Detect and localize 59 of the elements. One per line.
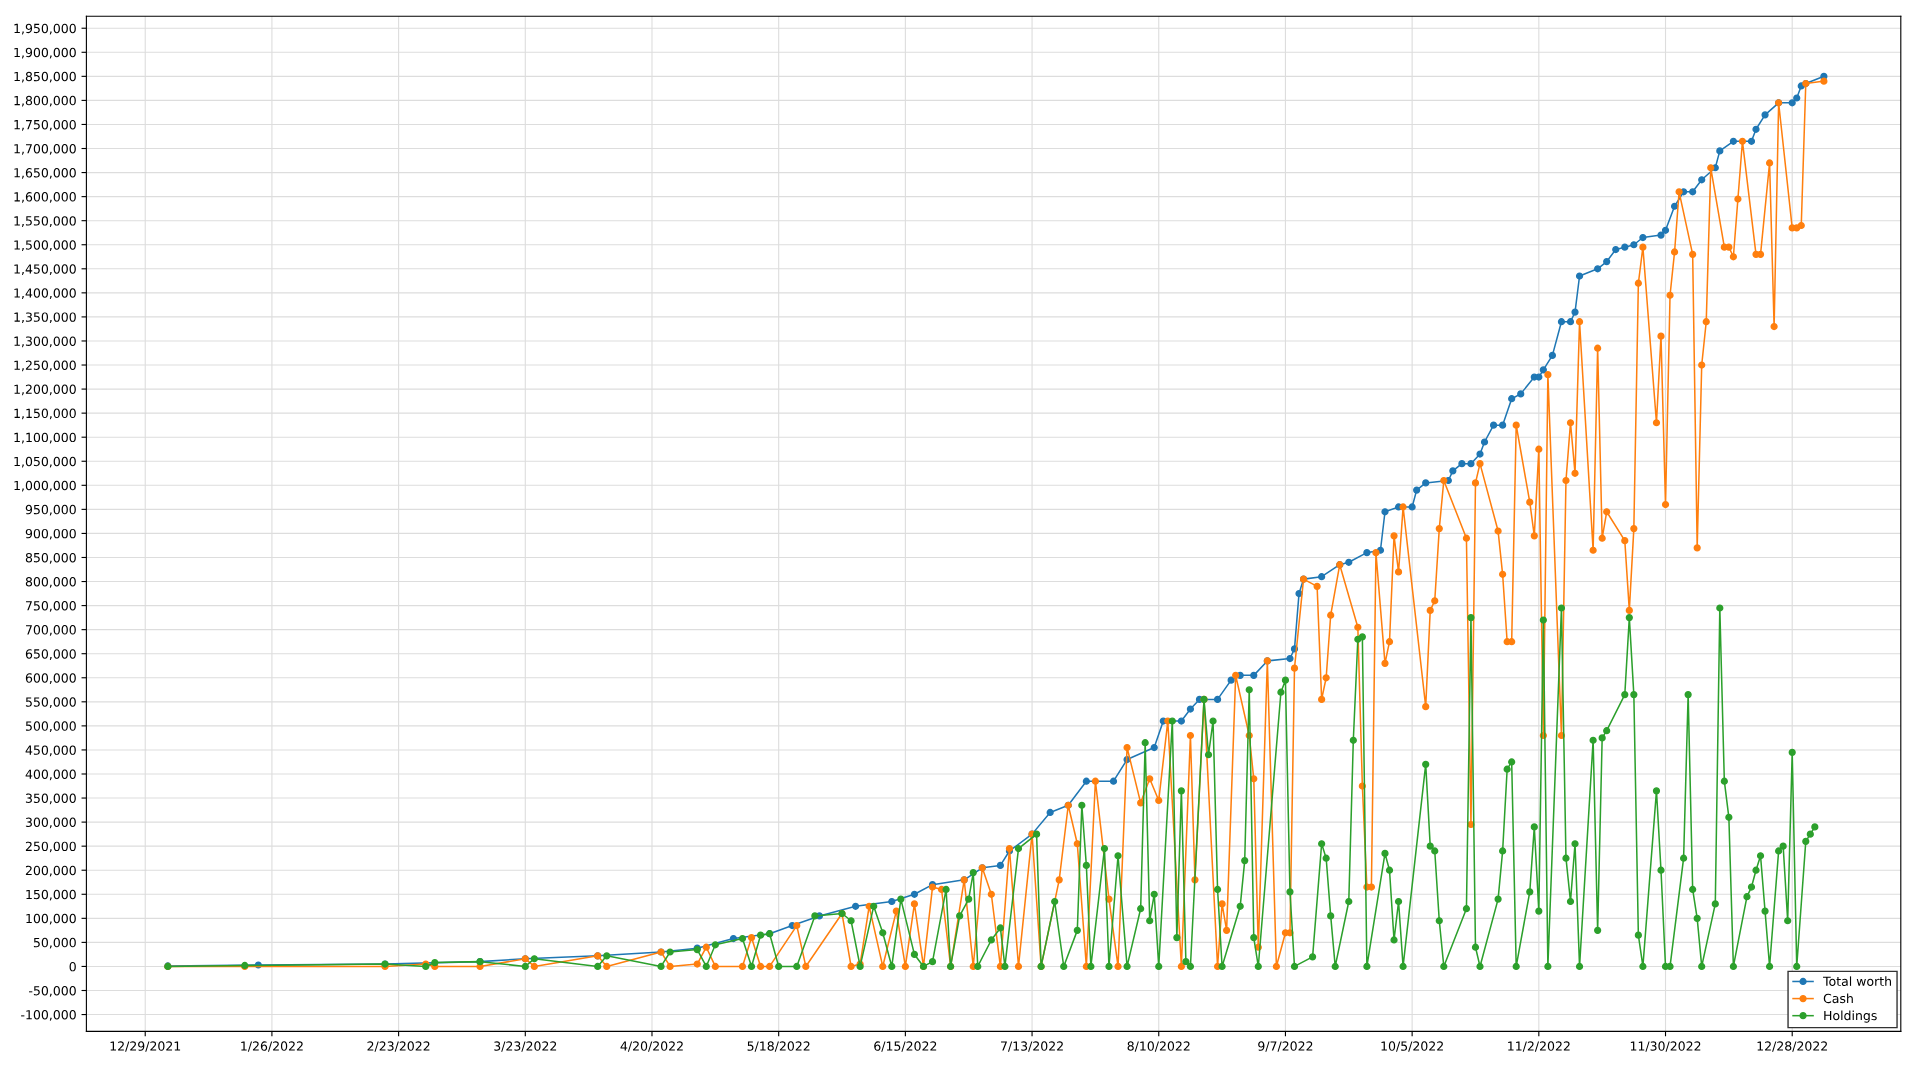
x-tick-label: 4/20/2022	[620, 1041, 683, 1052]
y-tick-label: 300,000	[25, 817, 76, 829]
y-tick-label: 950,000	[25, 504, 76, 516]
y-tick-label: 100,000	[26, 913, 76, 925]
y-tick-label: 500,000	[25, 721, 76, 733]
x-tick-label: 11/30/2022	[1630, 1041, 1701, 1052]
legend-label: Cash	[1823, 993, 1853, 1004]
y-tick-label: 1,600,000	[14, 192, 76, 203]
y-tick-label: 1,250,000	[14, 360, 76, 372]
y-tick-label: 0	[69, 961, 76, 972]
y-tick-label: 1,150,000	[14, 408, 76, 420]
y-tick-label: 1,050,000	[14, 456, 76, 468]
y-tick-label: 1,000,000	[14, 480, 76, 492]
y-tick-label: 1,100,000	[14, 432, 76, 444]
y-tick-label: 1,450,000	[14, 264, 76, 275]
x-tick-label: 5/18/2022	[747, 1041, 810, 1052]
y-tick-label: 1,800,000	[14, 95, 76, 107]
y-tick-label: 650,000	[25, 649, 76, 660]
legend-label: Total worth	[1823, 976, 1891, 987]
y-tick-label: 1,350,000	[14, 312, 76, 324]
x-tick-label: 12/29/2021	[110, 1041, 181, 1052]
y-tick-label: 1,850,000	[14, 71, 76, 83]
y-tick-label: 1,400,000	[14, 288, 76, 300]
y-tick-label: 1,200,000	[14, 384, 76, 396]
y-tick-label: 1,550,000	[14, 216, 76, 227]
x-tick-label: 6/15/2022	[874, 1041, 937, 1052]
y-tick-label: -50,000	[29, 985, 76, 997]
x-tick-label: 10/5/2022	[1381, 1041, 1443, 1052]
x-tick-label: 8/10/2022	[1127, 1041, 1190, 1052]
y-tick-label: 1,900,000	[14, 47, 76, 59]
y-tick-label: 550,000	[25, 697, 76, 709]
y-tick-label: 1,700,000	[14, 143, 76, 155]
x-tick-label: 12/28/2022	[1757, 1041, 1827, 1052]
legend-label: Holdings	[1824, 1010, 1877, 1023]
y-tick-label: 450,000	[25, 745, 76, 757]
y-tick-label: 50,000	[33, 937, 76, 949]
y-tick-label: 750,000	[26, 601, 76, 612]
x-tick-label: 3/23/2022	[494, 1041, 557, 1052]
x-tick-label: 1/26/2022	[241, 1041, 303, 1052]
y-tick-label: 350,000	[25, 793, 76, 805]
y-tick-label: 400,000	[25, 769, 76, 781]
y-tick-label: 900,000	[25, 528, 76, 540]
x-tick-label: 11/2/2022	[1508, 1041, 1570, 1052]
y-tick-label: 1,650,000	[14, 168, 76, 179]
y-tick-label: 150,000	[26, 889, 76, 901]
y-tick-label: 1,750,000	[14, 119, 76, 131]
y-tick-label: 250,000	[25, 841, 76, 853]
y-tick-label: -100,000	[21, 1010, 76, 1021]
y-tick-label: 800,000	[25, 577, 76, 588]
y-tick-label: 700,000	[26, 625, 76, 636]
x-tick-label: 2/23/2022	[367, 1041, 430, 1052]
y-tick-label: 600,000	[25, 673, 76, 684]
y-tick-label: 200,000	[25, 865, 76, 877]
y-tick-label: 1,300,000	[14, 336, 76, 348]
x-tick-label: 7/13/2022	[1001, 1041, 1063, 1052]
y-tick-label: 1,500,000	[14, 240, 76, 251]
y-tick-label: 850,000	[25, 552, 76, 564]
y-tick-label: 1,950,000	[14, 23, 76, 35]
x-tick-label: 9/7/2022	[1258, 1041, 1313, 1052]
